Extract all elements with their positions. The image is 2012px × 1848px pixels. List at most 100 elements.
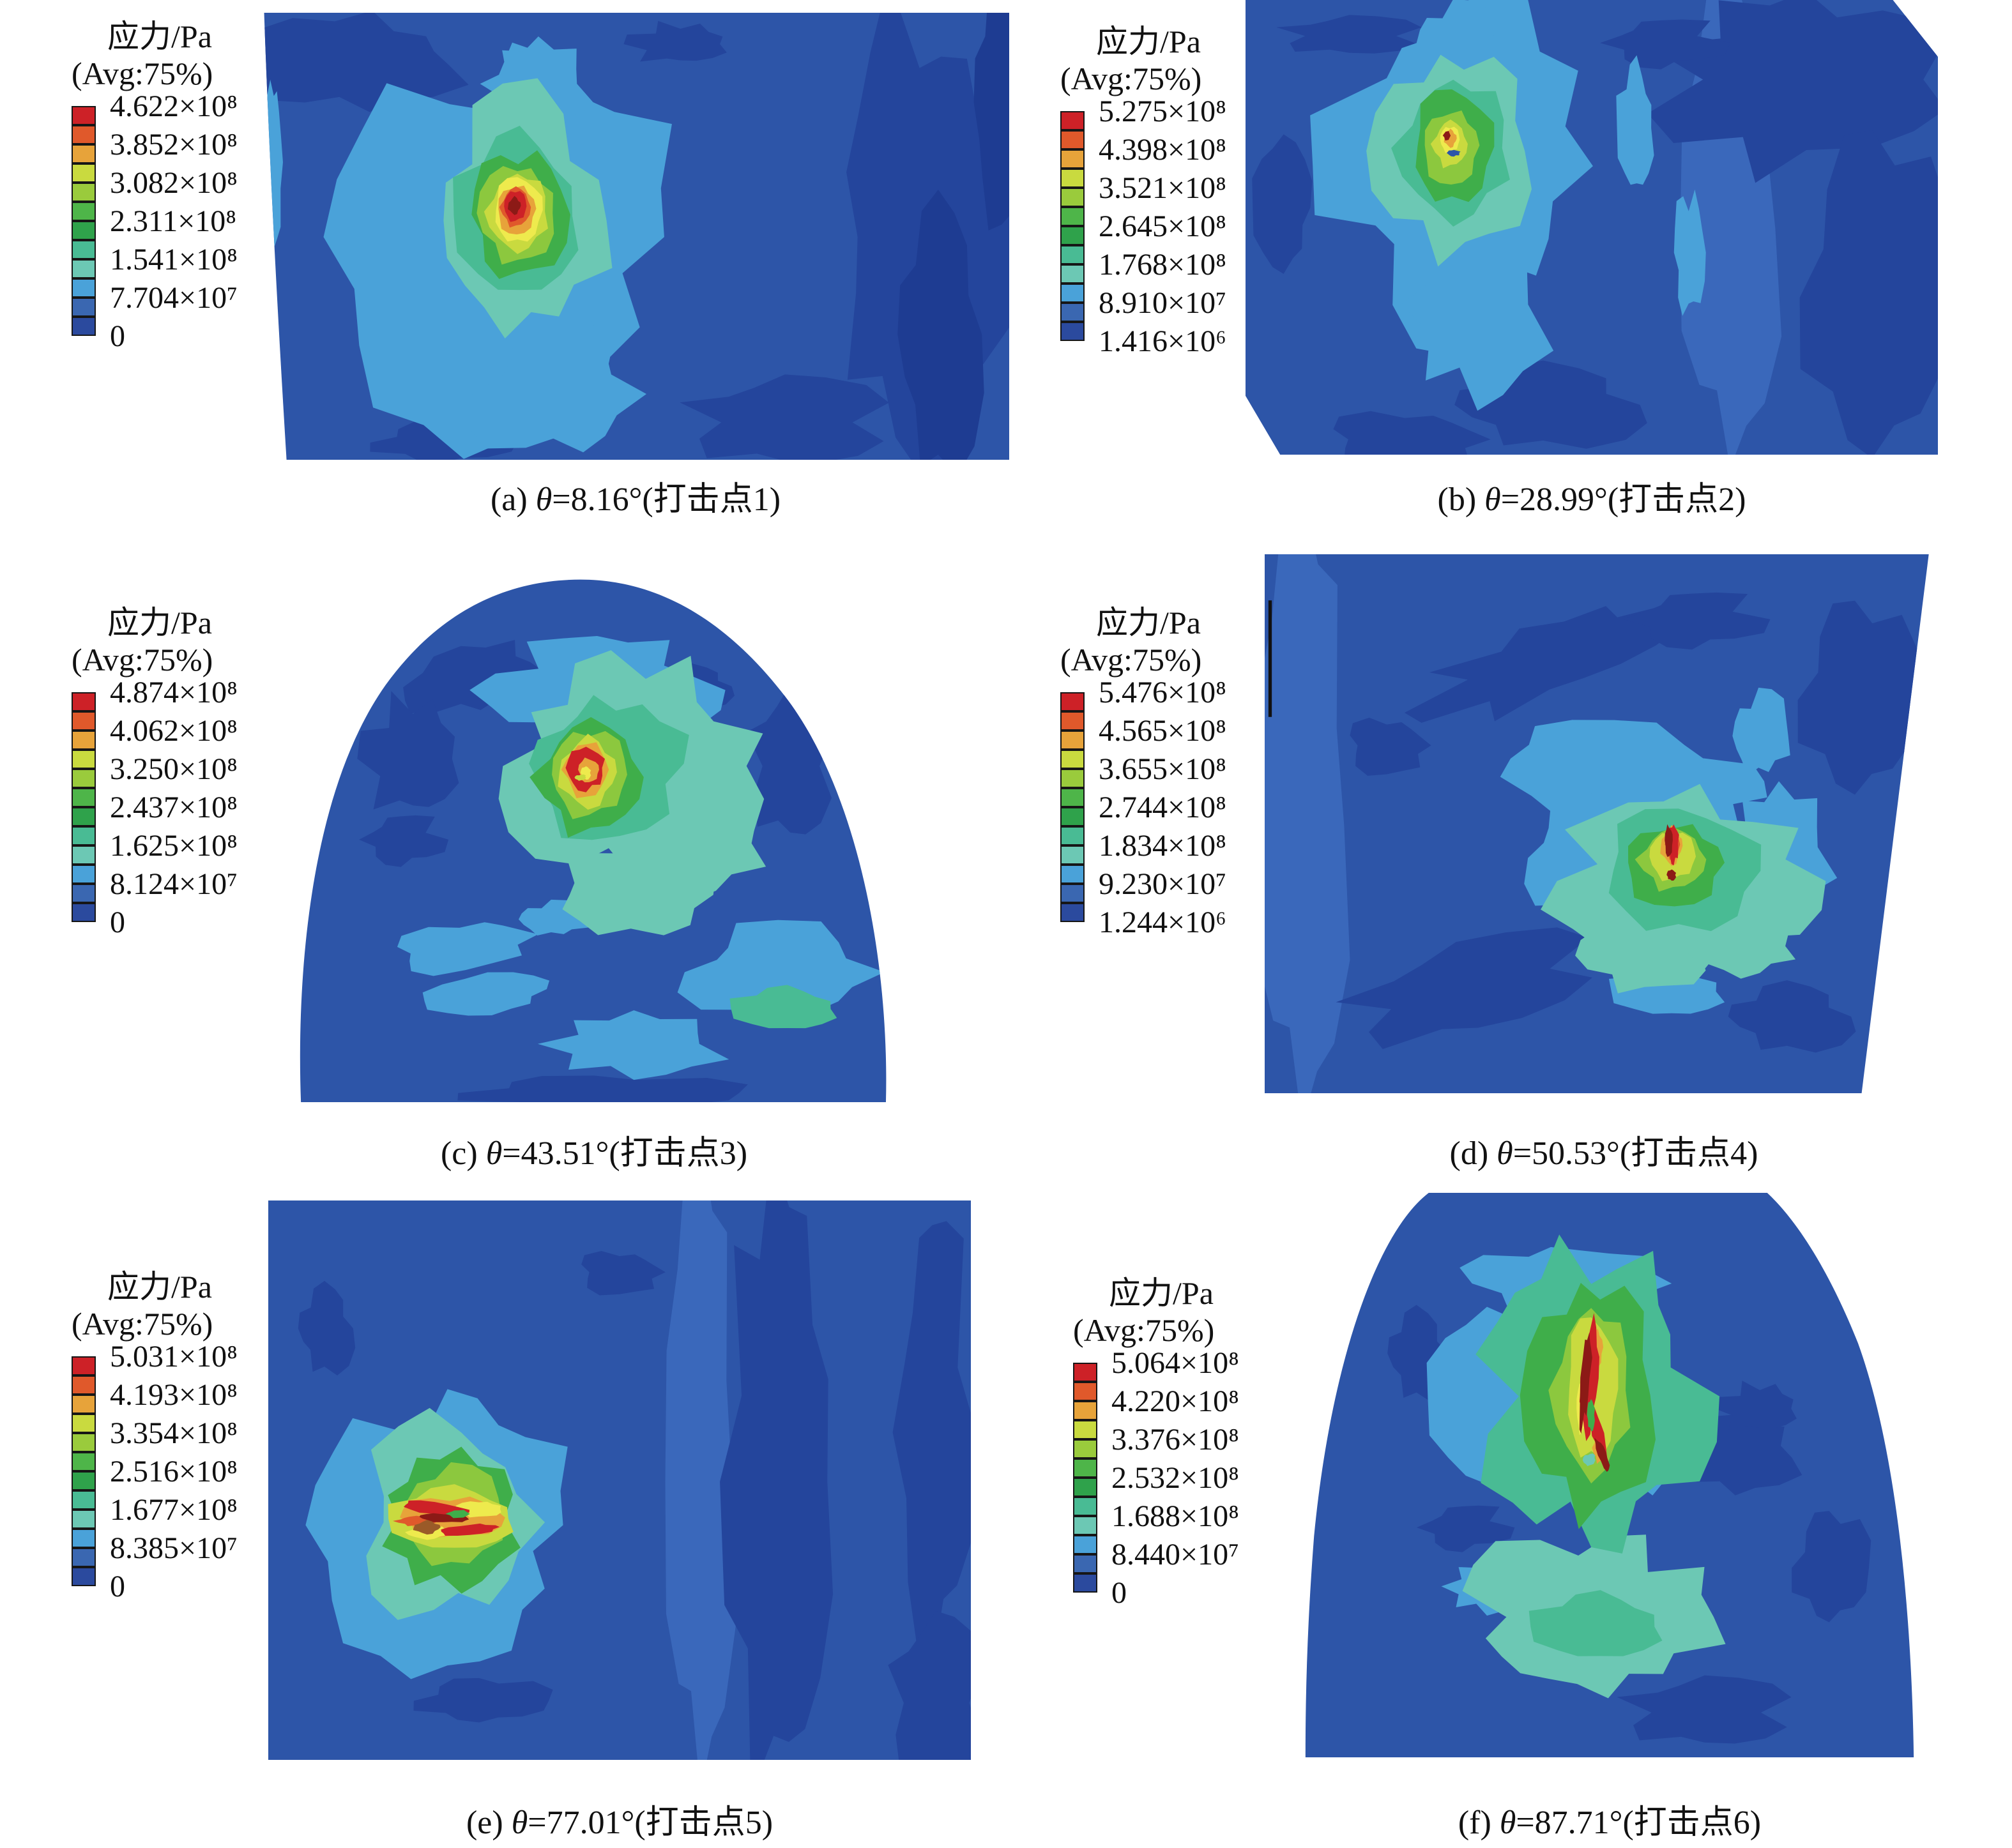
colorbar-swatch: [1060, 826, 1085, 845]
caption-prefix: (e): [466, 1805, 512, 1841]
colorbar-swatch: [72, 183, 96, 202]
colorbar-labels: 5.064×10⁸ 4.220×10⁸ 3.376×10⁸ 2.532×10⁸ 1.68…: [1111, 1346, 1316, 1610]
colorbar-swatch: [1073, 1363, 1097, 1382]
stress-contours: [264, 13, 1009, 460]
legend-tick-label: 5.275×10⁸: [1099, 95, 1226, 128]
legend-tick-label: 3.354×10⁸: [110, 1416, 238, 1450]
legend-tick-label: 1.416×10⁶: [1099, 324, 1226, 358]
caption-theta: θ: [485, 1135, 503, 1172]
legend-tick-label: 4.398×10⁸: [1099, 133, 1226, 167]
colorbar-swatch: [72, 1356, 96, 1375]
caption-text: =8.16°(打击点1): [552, 481, 781, 518]
legend-subtitle: (Avg:75%): [1060, 642, 1202, 678]
colorbar-swatch: [1073, 1401, 1097, 1420]
colorbar-swatch: [72, 1490, 96, 1510]
colorbar-labels: 5.476×10⁸ 4.565×10⁸ 3.655×10⁸ 2.744×10⁸ 1.83…: [1099, 676, 1303, 939]
colorbar-swatch: [72, 865, 96, 884]
colorbar-swatch: [1060, 149, 1085, 169]
colorbar-swatch: [72, 1414, 96, 1433]
colorbar-swatch: [72, 144, 96, 163]
colorbar-swatch: [1073, 1420, 1097, 1439]
colorbar-swatch: [72, 788, 96, 807]
contour-plot-b: [1246, 0, 1938, 455]
caption-prefix: (c): [440, 1135, 486, 1172]
legend-tick-label: 0: [110, 905, 125, 939]
legend-tick-label: 1.677×10⁸: [110, 1493, 238, 1527]
colorbar: [1073, 1363, 1097, 1599]
legend-title: 应力/Pa: [107, 19, 212, 54]
colorbar-swatch: [72, 298, 96, 317]
colorbar: [72, 106, 96, 342]
colorbar-swatch: [1060, 207, 1085, 226]
legend-subtitle: (Avg:75%): [72, 1306, 213, 1342]
colorbar: [72, 1356, 96, 1593]
legend-tick-label: 3.082×10⁸: [110, 166, 238, 200]
legend-tick-label: 2.516×10⁸: [110, 1455, 238, 1488]
colorbar-swatch: [1073, 1439, 1097, 1458]
panel-caption-a: (a) θ=8.16°(打击点1): [262, 480, 1009, 520]
caption-prefix: (d): [1449, 1135, 1497, 1172]
legend-tick-label: 1.768×10⁸: [1099, 248, 1226, 282]
legend-tick-label: 2.532×10⁸: [1111, 1461, 1239, 1495]
colorbar: [72, 692, 96, 928]
panel-caption-b: (b) θ=28.99°(打击点2): [1246, 480, 1938, 520]
colorbar-swatch: [72, 278, 96, 298]
colorbar-swatch: [1060, 130, 1085, 149]
panel-caption-e: (e) θ=77.01°(打击点5): [268, 1803, 971, 1843]
colorbar-labels: 4.874×10⁸ 4.062×10⁸ 3.250×10⁸ 2.437×10⁸ 1.62…: [110, 676, 314, 939]
colorbar-swatch: [1060, 284, 1085, 303]
stress-contours: [298, 1200, 971, 1760]
caption-prefix: (b): [1437, 481, 1485, 518]
legend-tick-label: 1.688×10⁸: [1111, 1499, 1239, 1533]
contour-plot-f: [1305, 1193, 1914, 1757]
legend-tick-label: 1.834×10⁸: [1099, 829, 1226, 863]
colorbar-swatch: [1073, 1382, 1097, 1401]
legend-tick-label: 7.704×10⁷: [110, 281, 238, 315]
caption-theta: θ: [1499, 1805, 1516, 1841]
colorbar-swatch: [72, 259, 96, 278]
legend-tick-label: 3.250×10⁸: [110, 752, 238, 786]
colorbar-swatch: [72, 240, 96, 259]
legend-tick-label: 1.541×10⁸: [110, 243, 238, 276]
colorbar-swatch: [72, 202, 96, 221]
legend-tick-label: 2.437×10⁸: [110, 791, 238, 824]
colorbar-swatch: [72, 692, 96, 711]
colorbar-swatch: [72, 731, 96, 750]
colorbar-swatch: [1073, 1573, 1097, 1593]
legend-tick-label: 8.385×10⁷: [110, 1531, 238, 1565]
colorbar-swatch: [72, 1395, 96, 1414]
contour-plot-a: [264, 13, 1009, 460]
legend-subtitle: (Avg:75%): [1073, 1312, 1215, 1348]
legend-tick-label: 1.625×10⁸: [110, 829, 238, 863]
colorbar-swatch: [1060, 731, 1085, 750]
legend-title: 应力/Pa: [107, 1269, 212, 1305]
colorbar-swatch: [72, 125, 96, 144]
legend-title: 应力/Pa: [107, 605, 212, 640]
colorbar-swatch: [1060, 303, 1085, 322]
legend-tick-label: 1.244×10⁶: [1099, 905, 1226, 939]
colorbar-swatch: [1060, 264, 1085, 284]
legend-title: 应力/Pa: [1096, 24, 1201, 59]
colorbar-swatch: [1060, 322, 1085, 341]
colorbar-swatch: [1073, 1535, 1097, 1554]
colorbar-swatch: [1060, 807, 1085, 826]
caption-text: =77.01°(打击点5): [528, 1805, 774, 1841]
legend-tick-label: 8.124×10⁷: [110, 867, 238, 901]
colorbar-swatch: [72, 845, 96, 865]
legend-tick-label: 3.852×10⁸: [110, 128, 238, 162]
colorbar-swatch: [1073, 1554, 1097, 1573]
legend-tick-label: 4.622×10⁸: [110, 89, 238, 123]
caption-prefix: (a): [490, 481, 536, 518]
colorbar-swatch: [1060, 865, 1085, 884]
colorbar-swatch: [1060, 845, 1085, 865]
colorbar-swatch: [1060, 711, 1085, 731]
caption-text: =50.53°(打击点4): [1513, 1135, 1758, 1172]
colorbar-swatch: [72, 807, 96, 826]
stress-contours: [357, 636, 885, 1102]
panel-caption-f: (f) θ=87.71°(打击点6): [1303, 1803, 1916, 1843]
stress-contours: [1387, 1234, 1871, 1744]
caption-theta: θ: [1484, 481, 1501, 518]
colorbar-swatch: [1060, 750, 1085, 769]
legend-tick-label: 4.565×10⁸: [1099, 714, 1226, 748]
panel-caption-c: (c) θ=43.51°(打击点3): [287, 1134, 901, 1174]
